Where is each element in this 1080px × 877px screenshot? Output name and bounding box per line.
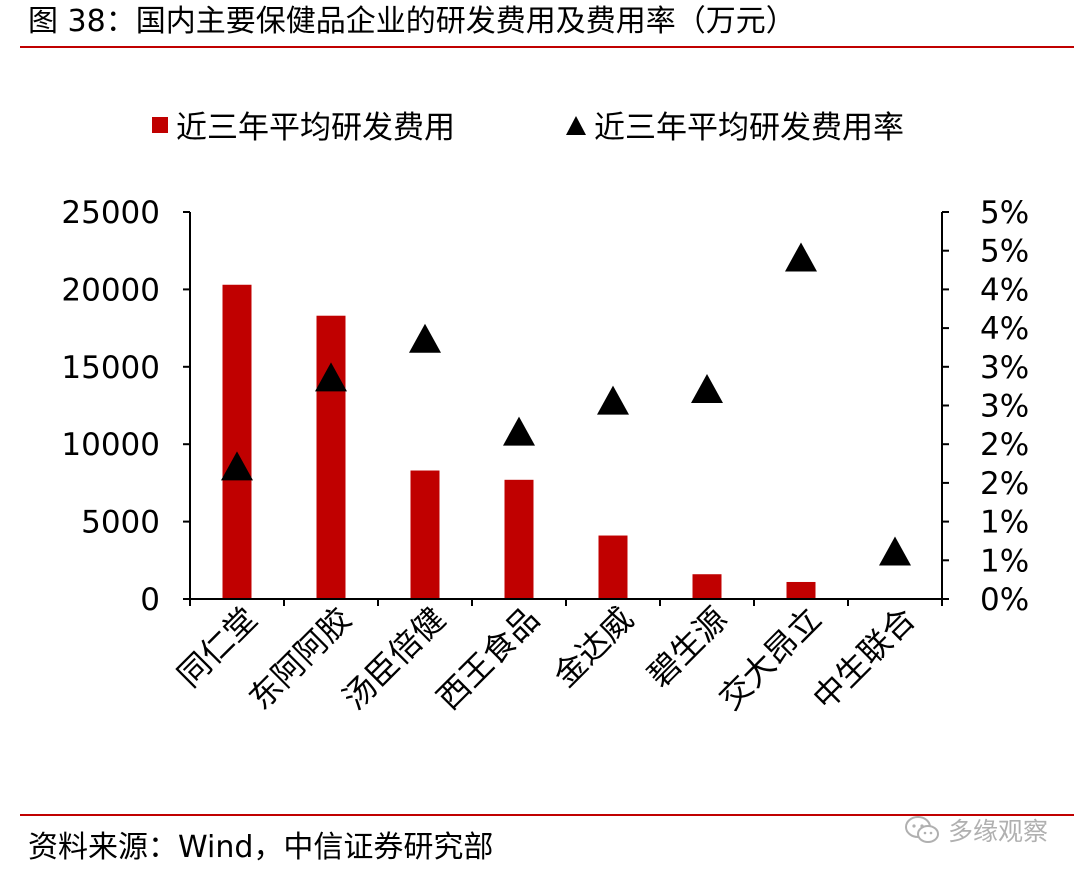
bar-1 xyxy=(222,284,252,599)
rate-marker-8 xyxy=(879,536,911,566)
y-right-tick-label: 0% xyxy=(980,582,1029,618)
y-right-tick-label: 1% xyxy=(980,505,1029,541)
rate-marker-1 xyxy=(221,451,253,481)
x-category-label: 东阿阿胶 xyxy=(241,600,358,717)
x-category-label: 交大昂立 xyxy=(711,600,828,717)
chart: 近三年平均研发费用 近三年平均研发费用率 0 5000 10000 15000 20000 2… xyxy=(61,110,1029,717)
y-left-tick-label: 20000 xyxy=(61,272,160,308)
y-right-tick-label: 3% xyxy=(980,389,1029,425)
rate-marker-3 xyxy=(409,323,441,353)
y-left-tick-label: 5000 xyxy=(81,505,160,541)
y-right-tick-label: 2% xyxy=(980,427,1029,463)
rate-marker-4 xyxy=(503,416,535,446)
y-right-tick-label: 1% xyxy=(980,543,1029,579)
wechat-icon xyxy=(905,816,939,843)
x-category-label: 金达威 xyxy=(546,600,641,695)
bar-6 xyxy=(692,574,722,599)
y-right-tick-label: 4% xyxy=(980,311,1029,347)
bar-7 xyxy=(786,581,816,599)
y-right-tick-label: 3% xyxy=(980,350,1029,386)
x-category-label: 西王食品 xyxy=(429,600,546,717)
rate-marker-5 xyxy=(597,385,629,415)
figure-title: 图 38：国内主要保健品企业的研发费用及费用率（万元） xyxy=(28,4,796,39)
y-left-tick-label: 10000 xyxy=(61,427,160,463)
bar-3 xyxy=(410,470,440,599)
bar-5 xyxy=(598,535,628,599)
bar-2 xyxy=(316,315,346,599)
x-category-label: 汤臣倍健 xyxy=(335,600,452,717)
title-rule xyxy=(20,46,1074,48)
y-right-tick-label: 2% xyxy=(980,466,1029,502)
y-left-tick-label: 25000 xyxy=(61,195,160,231)
bar-4 xyxy=(504,479,534,599)
source-rule xyxy=(20,814,1074,816)
y-left-tick-label: 0 xyxy=(140,582,160,618)
legend-triangle-swatch xyxy=(566,116,586,135)
y-right-tick-label: 5% xyxy=(980,195,1029,231)
watermark-text: 多缘观察 xyxy=(948,817,1049,846)
x-category-label: 中生联合 xyxy=(805,600,922,717)
y-left-tick-label: 15000 xyxy=(61,350,160,386)
legend-bar-label: 近三年平均研发费用 xyxy=(176,110,455,146)
rate-marker-2 xyxy=(315,362,347,392)
legend-triangle-label: 近三年平均研发费用率 xyxy=(594,110,904,146)
rate-marker-7 xyxy=(785,242,817,272)
y-right-tick-label: 4% xyxy=(980,272,1029,308)
source-note: 资料来源：Wind，中信证券研究部 xyxy=(28,830,494,865)
rate-marker-6 xyxy=(691,374,723,404)
y-right-tick-label: 5% xyxy=(980,234,1029,270)
watermark: 多缘观察 xyxy=(904,812,1048,848)
legend-bar-swatch xyxy=(152,117,168,133)
